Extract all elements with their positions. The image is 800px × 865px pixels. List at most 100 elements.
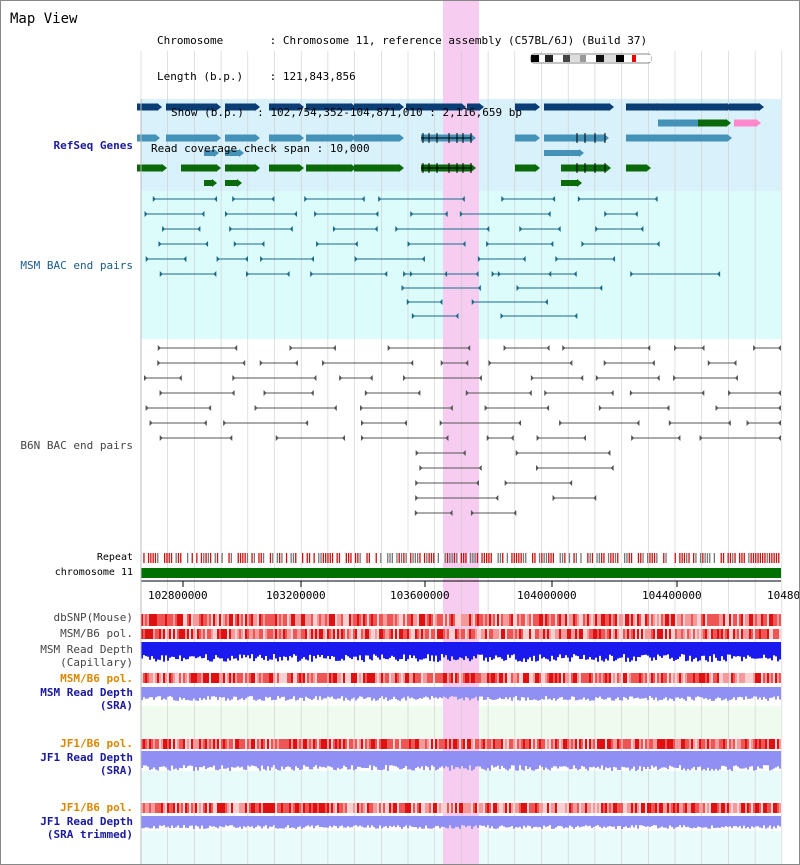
msm-pol-cell [605, 629, 607, 639]
jf1-pol-track-label[interactable]: JF1/B6 pol. [60, 737, 133, 750]
jf1-pol2-cell [513, 803, 515, 813]
jf1-pol2-cell [277, 803, 279, 813]
jf1-sra-depth-bar [189, 751, 191, 766]
repeat-mark [663, 553, 665, 563]
msm-bac-end [232, 196, 236, 202]
jf1-trim-depth-bar [673, 816, 675, 829]
dbsnp-cell [627, 614, 629, 626]
chromosome-track-label[interactable]: chromosome 11 [54, 567, 133, 578]
jf1-sra-depth-bar [263, 751, 265, 770]
dbsnp-cell [685, 614, 687, 626]
b6n-bac-end [647, 345, 651, 351]
jf1-sra-depth-bar [583, 751, 585, 767]
jf1-trim-depth-bar [749, 816, 751, 829]
msm-depth-sra-label-1[interactable]: MSM Read Depth [40, 686, 133, 699]
msm-sra-depth-bar [223, 687, 225, 698]
msm-cap-depth-bar [757, 642, 759, 659]
jf1-pol-cell [533, 739, 535, 749]
repeat-mark [532, 553, 534, 563]
msm-cap-depth-bar [651, 642, 653, 661]
jf1-pol-cell [249, 739, 251, 749]
msm-b6-pol-track-label[interactable]: MSM/B6 pol. [60, 627, 133, 640]
msm-pol-cell [345, 629, 347, 639]
msm-depth-capillary-label-1[interactable]: MSM Read Depth [40, 643, 133, 656]
refseq-gene [354, 164, 399, 172]
msm-pol2-cell [685, 673, 687, 683]
jf1-trim-depth-bar [505, 816, 507, 828]
msm-bac-end [361, 196, 365, 202]
msm-cap-depth-bar [409, 642, 411, 656]
jf1-pol-cell [551, 739, 553, 749]
jf1-sra-depth-bar [599, 751, 601, 769]
dbsnp-cell [271, 614, 273, 626]
jf1-pol2-cell [365, 803, 367, 813]
jf1-sra-depth-bar [717, 751, 719, 771]
jf1-trim-depth-bar [475, 816, 477, 826]
msm-pol2-cell [779, 673, 781, 683]
repeat-mark [320, 553, 322, 563]
gene-arrow [471, 164, 476, 172]
msm-bac-end [516, 285, 520, 291]
jf1-pol2-cell [707, 803, 709, 813]
msm-pol2-cell [291, 673, 293, 683]
jf1-trim-depth-bar [379, 816, 381, 826]
msm-pol-cell [473, 629, 475, 639]
msm-pol2-cell [479, 673, 481, 683]
msm-bac-end [289, 226, 293, 232]
msm-cap-depth-bar [367, 642, 369, 656]
msm-cap-depth-bar [375, 642, 377, 656]
msm-pol-cell [231, 629, 233, 639]
repeat-mark [394, 553, 396, 563]
msm-sra-depth-bar [143, 687, 145, 698]
msm-pol-cell [547, 629, 549, 639]
msm-pol2-cell [335, 673, 337, 683]
msm-sra-depth-bar [585, 687, 587, 700]
msm-pol2-cell [773, 673, 775, 683]
msm-cap-depth-bar [577, 642, 579, 657]
msm-sra-depth-bar [385, 687, 387, 698]
msm-cap-depth-bar [265, 642, 267, 656]
jf1-pol-cell [209, 739, 211, 749]
jf1-depth-sra-label-1[interactable]: JF1 Read Depth [40, 751, 133, 764]
jf1-sra-depth-bar [703, 751, 705, 770]
repeat-mark [469, 553, 472, 563]
b6n-bac-end [598, 405, 602, 411]
jf1-sra-depth-bar [155, 751, 157, 770]
b6n-bac-end [144, 375, 148, 381]
jf1-pol-cell [301, 739, 303, 749]
jf1-pol-2-track-label[interactable]: JF1/B6 pol. [60, 801, 133, 814]
jf1-depth-trim-label-1[interactable]: JF1 Read Depth [40, 815, 133, 828]
msm-sra-depth-bar [389, 687, 391, 700]
jf1-trim-depth-bar [645, 816, 647, 827]
jf1-sra-depth-bar [203, 751, 205, 766]
dbsnp-track-label[interactable]: dbSNP(Mouse) [53, 611, 133, 624]
refseq-track-label[interactable]: RefSeq Genes [53, 139, 133, 152]
msm-pol2-cell [351, 673, 353, 683]
jf1-sra-depth-bar [317, 751, 319, 769]
repeat-track-label[interactable]: Repeat [96, 552, 133, 563]
msm-cap-depth-bar [739, 642, 741, 657]
b6n-bac-end [727, 420, 731, 426]
dbsnp-cell [363, 614, 365, 626]
jf1-pol-cell [507, 739, 509, 749]
msm-b6-pol-2-track-label[interactable]: MSM/B6 pol. [60, 672, 133, 685]
jf1-trim-depth-bar [681, 816, 683, 828]
b6n-bac-track-label[interactable]: B6N BAC end pairs [20, 439, 133, 452]
jf1-trim-depth-bar [383, 816, 385, 827]
jf1-trim-depth-bar [533, 816, 535, 828]
msm-sra-depth-bar [419, 687, 421, 699]
jf1-sra-depth-bar [589, 751, 591, 768]
msm-pol2-cell [757, 673, 759, 683]
msm-bac-track-label[interactable]: MSM BAC end pairs [20, 259, 133, 272]
msm-cap-depth-bar [641, 642, 643, 656]
jf1-pol-cell [325, 739, 327, 749]
msm-cap-depth-bar [639, 642, 641, 658]
jf1-sra-depth-bar [521, 751, 523, 770]
msm-pol2-cell [687, 673, 689, 683]
dbsnp-cell [655, 614, 657, 626]
msm-sra-depth-bar [693, 687, 695, 701]
msm-pol2-cell [229, 673, 231, 683]
repeat-mark [267, 553, 269, 563]
msm-pol-cell [205, 629, 207, 639]
